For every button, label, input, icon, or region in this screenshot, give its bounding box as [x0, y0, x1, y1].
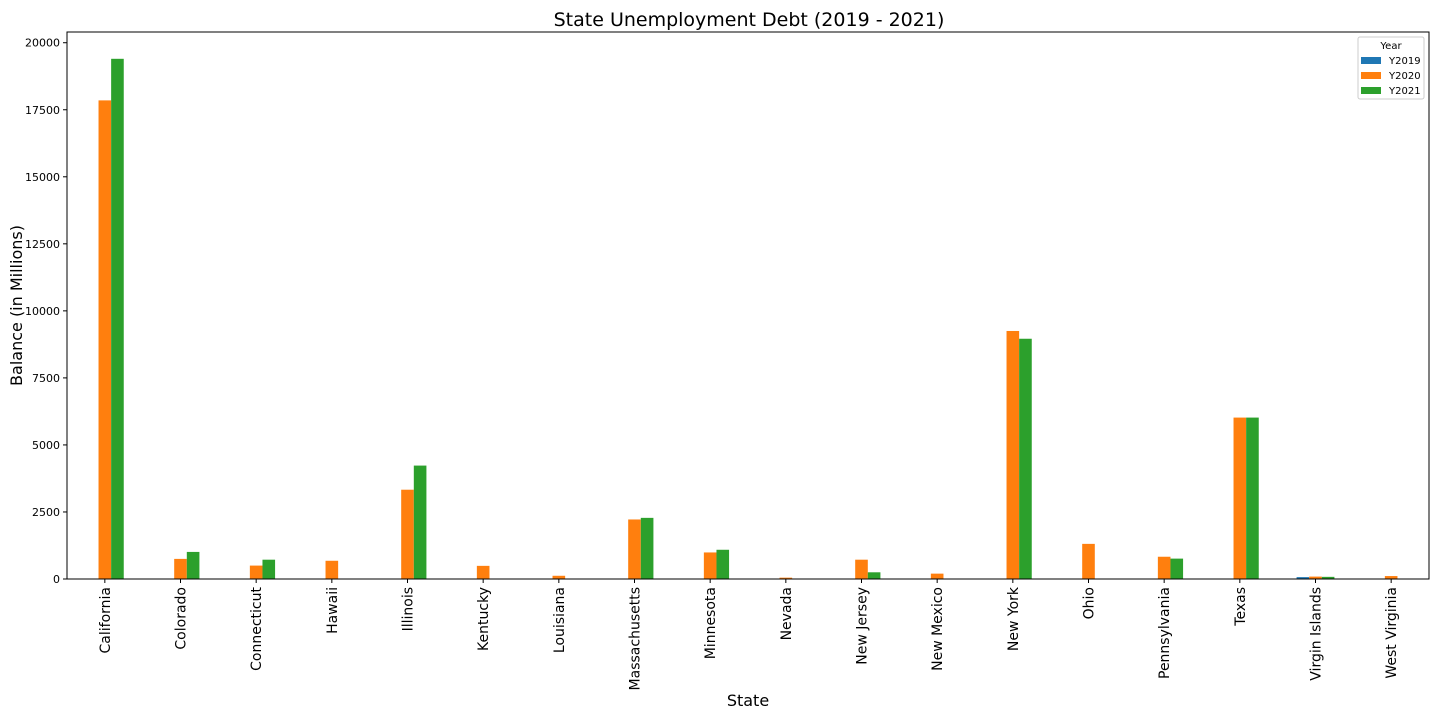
- bar-y2021-illinois: [413, 465, 427, 579]
- x-tick-label: Minnesota: [703, 587, 719, 659]
- x-tick-label: California: [98, 587, 114, 653]
- x-tick-label: Nevada: [779, 587, 795, 640]
- x-tick-label: Hawaii: [325, 587, 341, 634]
- y-tick-label: 10000: [25, 305, 60, 318]
- bar-y2020-ohio: [1082, 543, 1095, 579]
- bar-y2020-new-jersey: [855, 559, 868, 579]
- bar-y2021-new-york: [1019, 338, 1032, 579]
- x-tick-label: Texas: [1233, 587, 1249, 627]
- bar-y2020-hawaii: [325, 560, 339, 579]
- bar-y2020-new-mexico: [930, 573, 944, 579]
- y-tick-label: 15000: [25, 171, 60, 184]
- x-axis: California Colorado Connecticut Hawaii Illin…: [98, 579, 1400, 690]
- y-tick-label: 0: [53, 573, 60, 586]
- x-tick-label: Illinois: [401, 587, 417, 631]
- x-tick-label: Louisiana: [552, 587, 568, 653]
- x-axis-label: State: [727, 691, 769, 710]
- bar-y2020-massachusetts: [628, 519, 641, 579]
- legend-box: [1357, 36, 1425, 100]
- y-axis-label: Balance (in Millions): [7, 225, 26, 386]
- bar-y2021-pennsylvania: [1170, 558, 1184, 579]
- legend-swatch-y2020: [1361, 72, 1381, 79]
- legend: Year Y2019 Y2020 Y2021: [1357, 36, 1425, 100]
- plot-area: [98, 58, 1398, 580]
- x-tick-label: New York: [1006, 586, 1022, 651]
- bar-y2021-texas: [1246, 417, 1259, 579]
- bar-y2021-massachusetts: [640, 517, 654, 579]
- bar-y2020-minnesota: [703, 552, 717, 579]
- bar-y2021-california: [111, 58, 124, 580]
- x-tick-label: Massachusetts: [628, 587, 644, 690]
- x-tick-label: Virgin Islands: [1309, 587, 1325, 681]
- bar-y2020-kentucky: [476, 565, 490, 579]
- y-tick-label: 5000: [32, 439, 60, 452]
- bar-y2020-connecticut: [249, 565, 263, 579]
- legend-label-y2019: Y2019: [1388, 56, 1421, 67]
- x-tick-label: Connecticut: [249, 586, 265, 670]
- y-tick-label: 17500: [25, 104, 60, 117]
- bar-y2020-california: [98, 100, 112, 580]
- legend-label-y2021: Y2021: [1388, 86, 1421, 97]
- bar-y2020-illinois: [401, 489, 414, 579]
- legend-label-y2020: Y2020: [1388, 71, 1421, 82]
- legend-swatch-y2019: [1361, 57, 1381, 64]
- bar-y2020-louisiana: [552, 575, 566, 579]
- y-tick-label: 7500: [32, 372, 60, 385]
- bar-y2021-new-jersey: [867, 572, 881, 579]
- bar-y2020-west-virginia: [1384, 576, 1398, 579]
- bar-y2020-texas: [1233, 417, 1247, 579]
- legend-swatch-y2021: [1361, 87, 1381, 94]
- y-tick-label: 2500: [32, 506, 60, 519]
- bar-y2020-colorado: [174, 558, 187, 579]
- bar-y2020-new-york: [1006, 330, 1020, 579]
- x-tick-label: Kentucky: [476, 587, 492, 651]
- bar-y2021-virgin-islands: [1321, 576, 1335, 579]
- bar-y2019-virgin-islands: [1296, 577, 1310, 579]
- x-tick-label: Ohio: [1082, 587, 1098, 619]
- y-axis: 0 2500 5000 7500 10000 12500 15000 17500 20000: [25, 37, 67, 586]
- chart-title: State Unemployment Debt (2019 - 2021): [554, 9, 945, 31]
- bar-y2021-minnesota: [716, 549, 730, 579]
- y-tick-label: 20000: [25, 37, 60, 50]
- x-tick-label: Colorado: [174, 587, 190, 650]
- bar-y2021-colorado: [186, 551, 200, 579]
- y-tick-label: 12500: [25, 238, 60, 251]
- bar-y2020-pennsylvania: [1157, 556, 1171, 579]
- x-tick-label: Pennsylvania: [1157, 587, 1173, 679]
- bar-y2020-nevada: [779, 577, 793, 579]
- plot-frame: [66, 31, 1430, 580]
- bar-y2021-connecticut: [262, 559, 276, 579]
- x-tick-label: West Virginia: [1384, 587, 1400, 679]
- bar-y2020-virgin-islands: [1309, 576, 1322, 579]
- legend-title: Year: [1379, 41, 1402, 52]
- x-tick-label: New Mexico: [930, 587, 946, 671]
- x-tick-label: New Jersey: [855, 587, 871, 665]
